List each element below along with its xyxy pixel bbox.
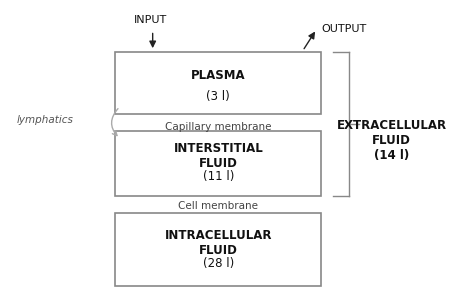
Text: (3 l): (3 l): [206, 90, 230, 103]
Text: INPUT: INPUT: [134, 15, 167, 25]
Text: EXTRACELLULAR
FLUID
(14 l): EXTRACELLULAR FLUID (14 l): [337, 119, 447, 162]
FancyBboxPatch shape: [115, 131, 321, 196]
Text: (11 l): (11 l): [202, 170, 234, 183]
Text: OUTPUT: OUTPUT: [321, 24, 366, 34]
Text: Cell membrane: Cell membrane: [178, 201, 258, 211]
Text: lymphatics: lymphatics: [17, 115, 73, 125]
FancyBboxPatch shape: [115, 52, 321, 114]
Text: (28 l): (28 l): [203, 257, 234, 270]
Text: Capillary membrane: Capillary membrane: [165, 122, 272, 132]
FancyBboxPatch shape: [115, 213, 321, 286]
Text: PLASMA: PLASMA: [191, 69, 246, 82]
FancyArrowPatch shape: [111, 109, 118, 136]
Text: INTRACELLULAR
FLUID: INTRACELLULAR FLUID: [164, 229, 272, 257]
Text: INTERSTITIAL
FLUID: INTERSTITIAL FLUID: [173, 142, 263, 170]
